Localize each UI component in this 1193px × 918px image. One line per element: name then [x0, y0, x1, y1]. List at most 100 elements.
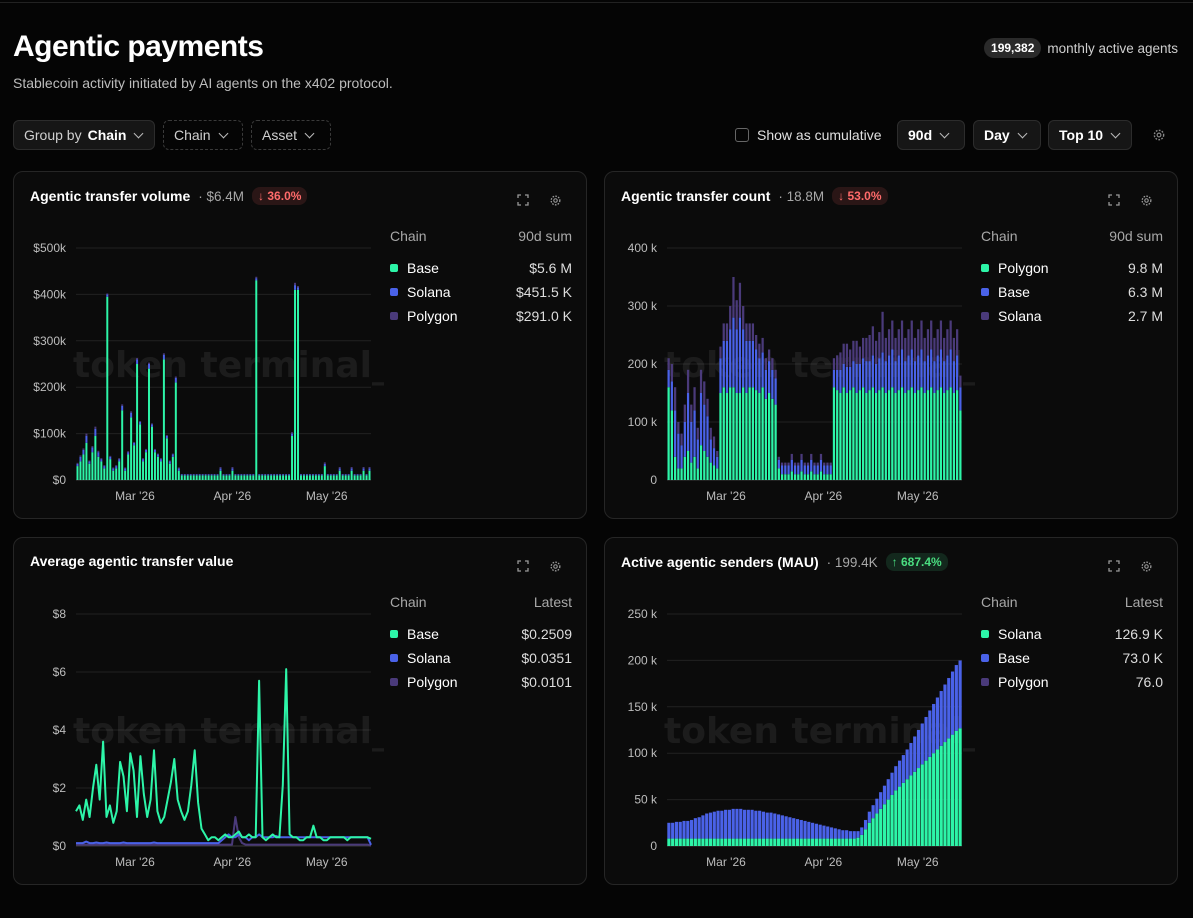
legend-swatch: [390, 630, 398, 638]
bar-segment: [667, 387, 670, 480]
area-segment: [697, 838, 701, 846]
bar-segment: [894, 337, 897, 362]
bar-segment: [699, 445, 703, 480]
bar-segment: [771, 358, 774, 370]
chain-filter-dropdown[interactable]: Chain: [163, 120, 243, 150]
area-segment: [894, 766, 898, 791]
y-tick-label: $6: [53, 665, 67, 679]
bar-segment: [285, 475, 288, 480]
bar-segment: [913, 337, 917, 362]
legend-value: $291.0 K: [515, 308, 572, 324]
bar-segment: [823, 462, 826, 466]
asset-filter-dropdown[interactable]: Asset: [251, 120, 331, 150]
legend-value: $0.2509: [521, 626, 572, 642]
bar-segment: [299, 475, 302, 480]
legend-swatch: [981, 312, 989, 320]
bar-segment: [790, 453, 793, 460]
bar-segment: [943, 393, 946, 480]
bar-segment: [267, 475, 270, 480]
bar-segment: [793, 474, 797, 480]
bar-segment: [842, 364, 845, 388]
expand-icon[interactable]: [1108, 560, 1120, 572]
legend-name: Base: [998, 650, 1030, 666]
x-tick-label: Mar '26: [115, 489, 155, 503]
bar-segment: [923, 361, 926, 393]
bar-segment: [171, 454, 174, 457]
legend-row[interactable]: Polygon 9.8 M: [981, 260, 1163, 276]
expand-icon[interactable]: [1108, 194, 1120, 206]
bar-segment: [836, 355, 839, 370]
bar-segment: [294, 282, 297, 286]
area-segment: [894, 790, 898, 846]
range-dropdown[interactable]: 90d: [897, 120, 965, 150]
legend-row[interactable]: Polygon $0.0101: [390, 674, 572, 690]
interval-dropdown[interactable]: Day: [973, 120, 1041, 150]
legend-row[interactable]: Polygon $291.0 K: [390, 308, 572, 324]
group-by-dropdown[interactable]: Group by Chain: [13, 120, 155, 150]
bar-segment: [258, 474, 261, 476]
cumulative-checkbox[interactable]: [735, 128, 749, 142]
legend-row[interactable]: Base 6.3 M: [981, 284, 1163, 300]
bar-segment: [959, 387, 962, 411]
bar-segment: [874, 364, 878, 393]
card-total: · $6.4M: [198, 188, 245, 204]
legend-row[interactable]: Base $0.2509: [390, 626, 572, 642]
area-segment: [689, 820, 694, 839]
bar-segment: [106, 294, 109, 297]
area-segment: [909, 742, 913, 776]
bar-segment: [826, 465, 829, 475]
settings-gear-icon[interactable]: [549, 194, 562, 207]
area-segment: [761, 811, 766, 839]
bar-segment: [745, 393, 748, 480]
bar-segment: [939, 320, 943, 350]
bar-segment: [742, 306, 745, 330]
bar-segment: [145, 452, 148, 480]
bar-segment: [761, 337, 764, 353]
area-segment: [826, 838, 830, 846]
area-segment: [678, 821, 682, 839]
legend-swatch: [390, 264, 398, 272]
bar-segment: [943, 361, 946, 393]
expand-icon[interactable]: [517, 194, 529, 206]
top-n-dropdown[interactable]: Top 10: [1048, 120, 1132, 150]
area-segment: [882, 804, 887, 846]
legend-row[interactable]: Polygon 76.0: [981, 674, 1163, 690]
bar-segment: [829, 462, 832, 466]
area-segment: [795, 819, 800, 839]
expand-icon[interactable]: [517, 560, 529, 572]
area-segment: [879, 808, 883, 846]
legend-row[interactable]: Solana $451.5 K: [390, 284, 572, 300]
area-segment: [947, 678, 951, 739]
bar-segment: [829, 465, 832, 475]
settings-gear-icon[interactable]: [1140, 560, 1153, 573]
bar-segment: [264, 474, 267, 476]
legend-row[interactable]: Solana 126.9 K: [981, 626, 1163, 642]
bar-segment: [79, 455, 82, 457]
settings-gear-icon[interactable]: [549, 560, 562, 573]
bar-segment: [755, 390, 758, 480]
bar-segment: [881, 311, 884, 353]
settings-gear-icon[interactable]: [1140, 194, 1153, 207]
bar-segment: [800, 453, 803, 460]
legend-row[interactable]: Solana 2.7 M: [981, 308, 1163, 324]
bar-segment: [923, 337, 926, 362]
card-total: · 199.4K: [826, 554, 878, 570]
x-tick-label: Apr '26: [214, 855, 252, 869]
settings-gear-icon[interactable]: [1152, 128, 1166, 142]
legend-row[interactable]: Base 73.0 K: [981, 650, 1163, 666]
area-segment: [784, 816, 788, 839]
y-tick-label: $200k: [33, 380, 67, 394]
legend-header: Chain 90d sum: [981, 228, 1163, 244]
bar-segment: [252, 475, 255, 480]
bar-segment: [97, 456, 100, 480]
cumulative-toggle[interactable]: Show as cumulative: [735, 127, 882, 143]
x-tick-label: Apr '26: [214, 489, 252, 503]
legend-row[interactable]: Base $5.6 M: [390, 260, 572, 276]
bar-segment: [703, 404, 706, 451]
legend-row[interactable]: Solana $0.0351: [390, 650, 572, 666]
area-segment: [860, 834, 864, 846]
bar-segment: [884, 337, 887, 362]
bar-segment: [917, 355, 920, 391]
bar-segment: [320, 475, 323, 480]
bar-segment: [368, 468, 371, 471]
